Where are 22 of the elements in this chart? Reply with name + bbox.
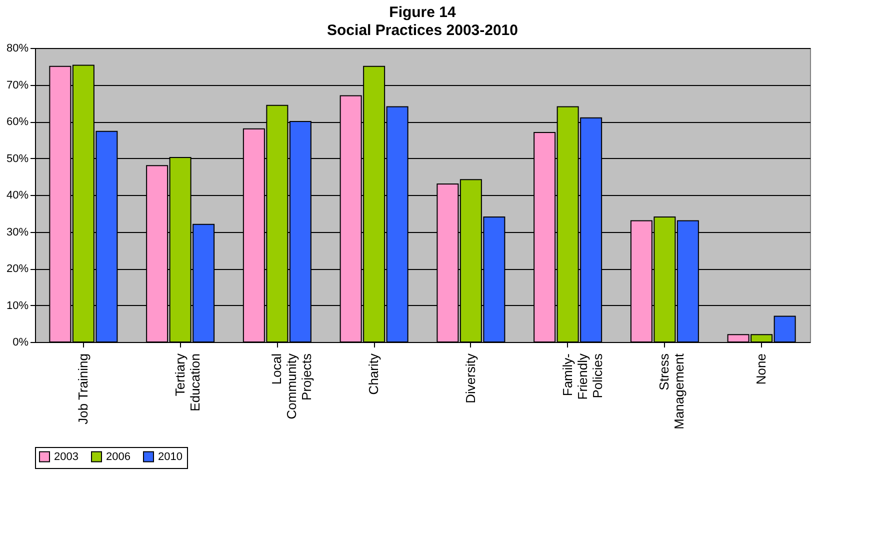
x-tick-label: Tertiary Education [172,353,202,412]
x-tick-label: Local Community Projects [269,353,314,420]
x-tick-label: Charity [366,353,382,395]
y-tick-label: 0% [12,336,29,348]
y-tick-label: 80% [6,42,29,54]
y-tick-label: 20% [6,263,29,275]
y-tick-label: 40% [6,190,29,202]
y-tick-label: 10% [6,300,29,312]
x-tick-label: Diversity [462,353,478,404]
chart-subtitle: Social Practices 2003-2010 [327,22,518,39]
x-tick-label: Family- Friendly Policies [560,353,605,400]
y-tick-label: 60% [6,116,29,128]
y-tick-label: 30% [6,226,29,238]
legend-label: 2006 [106,450,130,463]
y-tick-label: 70% [6,79,29,92]
x-tick-label: Job Training [75,354,90,424]
legend-label: 2003 [54,450,78,463]
x-tick-label: Stress Management [656,353,687,430]
chart-title: Figure 14 [389,4,456,21]
y-tick-label: 50% [6,152,29,165]
x-tick-label: None [754,354,769,385]
legend-label: 2010 [158,450,182,463]
